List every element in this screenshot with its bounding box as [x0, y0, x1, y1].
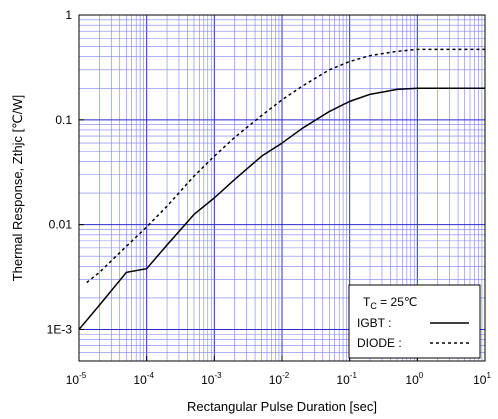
grid	[78, 15, 485, 362]
x-tick-base: 10	[201, 373, 215, 387]
legend-condition-symbol: T	[363, 295, 371, 309]
series-line-diode	[86, 48, 485, 284]
legend: TC = 25℃ IGBT : DIODE :	[348, 284, 481, 359]
x-tick-base: 10	[405, 373, 419, 387]
x-tick-label: 10-4	[133, 371, 154, 387]
y-tick-label: 1	[65, 8, 72, 22]
x-tick-base: 10	[336, 373, 350, 387]
x-tick-exponent: -3	[214, 371, 222, 380]
legend-condition-subscript: C	[370, 301, 377, 311]
legend-condition: TC = 25℃	[363, 295, 417, 311]
x-tick-base: 10	[133, 373, 147, 387]
x-tick-exponent: -5	[79, 371, 87, 380]
x-tick-exponent: -2	[282, 371, 290, 380]
x-tick-exponent: -1	[350, 371, 358, 380]
y-tick-label: 0.01	[49, 218, 73, 232]
x-tick-label: 100	[405, 371, 423, 387]
x-tick-labels: 10-5 10-4 10-3 10-2 10-1 100 101	[66, 356, 491, 387]
x-tick-base: 10	[473, 373, 487, 387]
x-tick-label: 10-2	[269, 371, 290, 387]
x-tick-label: 101	[473, 371, 491, 387]
x-tick-base: 10	[269, 373, 283, 387]
x-tick-exponent: 1	[486, 371, 491, 380]
legend-label-igbt: IGBT :	[357, 316, 391, 330]
x-tick-label: 10-3	[201, 371, 222, 387]
y-tick-labels: 1E-3 0.01 0.1 1	[47, 8, 84, 336]
y-tick-label: 0.1	[55, 113, 72, 127]
x-tick-exponent: 0	[419, 371, 424, 380]
y-axis-label: Thermal Response, Zthjc [℃/W]	[10, 95, 25, 282]
series-line-igbt	[78, 87, 485, 330]
y-tick-label: 1E-3	[47, 322, 73, 336]
x-tick-label: 10-1	[336, 371, 357, 387]
x-tick-base: 10	[66, 373, 80, 387]
series-layer	[78, 48, 485, 330]
legend-label-diode: DIODE :	[357, 336, 402, 350]
legend-box	[348, 284, 481, 359]
x-axis-label: Rectangular Pulse Duration [sec]	[187, 399, 377, 414]
x-tick-exponent: -4	[147, 371, 155, 380]
legend-condition-value: = 25℃	[377, 295, 418, 309]
x-tick-label: 10-5	[66, 371, 87, 387]
